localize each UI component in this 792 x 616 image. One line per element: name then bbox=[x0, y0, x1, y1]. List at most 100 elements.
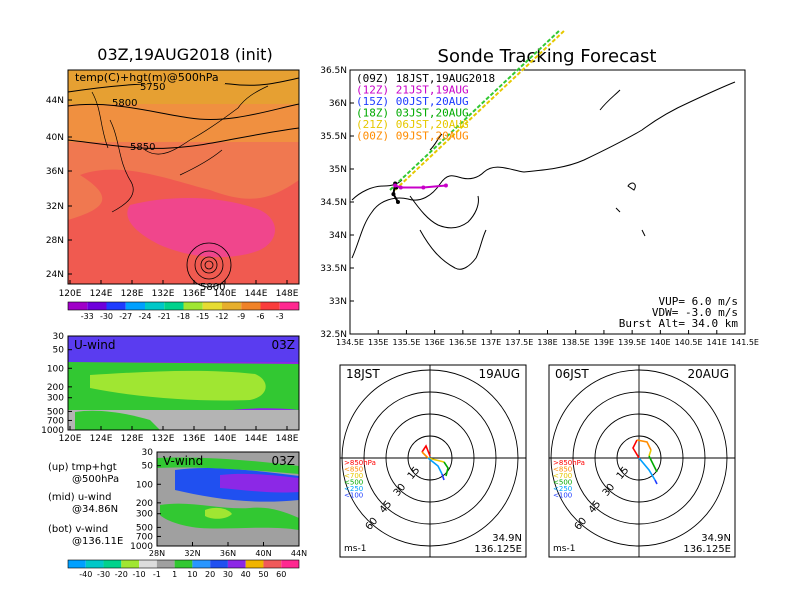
hodograph-level-label: >850hPa bbox=[553, 459, 585, 467]
sonde-track-point bbox=[443, 183, 448, 188]
lon-tick-label: 148E bbox=[276, 289, 299, 299]
temp-map: temp(C)+hgt(m)@500hPa 5750 5800 5850 580… bbox=[67, 69, 300, 293]
sonde-track-point bbox=[421, 185, 426, 190]
hodograph-trace bbox=[636, 439, 652, 451]
colorbar-swatch bbox=[68, 560, 86, 568]
forecast-track-line bbox=[394, 29, 566, 191]
sonde-track bbox=[394, 184, 447, 189]
colorbar-tick-label: -21 bbox=[158, 312, 171, 321]
v-wind-green-top bbox=[157, 457, 299, 474]
legend-entry: (15Z) 00JST,20AUG bbox=[356, 95, 469, 108]
typhoon-contour-2 bbox=[194, 250, 224, 280]
sonde-tracks bbox=[391, 181, 448, 204]
colorbar-tick-label: -9 bbox=[237, 312, 245, 321]
v-wind-purple bbox=[220, 473, 299, 493]
colorbar-swatch bbox=[260, 302, 280, 310]
hodograph-lon: 136.125E bbox=[683, 544, 731, 555]
temp-map-lon-axis: 120E 124E 128E 132E 136E 140E 144E 148E bbox=[59, 280, 299, 299]
sonde-map bbox=[349, 29, 746, 335]
lon-tick-label: 140E bbox=[650, 338, 670, 347]
pressure-tick-label: 500 bbox=[47, 407, 64, 417]
pressure-tick-label: 100 bbox=[47, 364, 64, 374]
pressure-tick-label: 30 bbox=[53, 332, 65, 342]
colorbar-swatch bbox=[103, 560, 122, 568]
lat-tick-label: 34.5N bbox=[320, 198, 347, 208]
lon-tick-label: 138.5E bbox=[562, 338, 590, 347]
hodograph-level-label: <100 bbox=[344, 492, 363, 500]
hodograph-time: 18JST bbox=[346, 367, 380, 381]
panel-note: @34.86N bbox=[72, 504, 118, 515]
sonde-track-point bbox=[395, 200, 400, 204]
hodograph-level-label: <100 bbox=[553, 492, 572, 500]
sonde-track-point bbox=[398, 185, 403, 190]
legend-entry: (21Z) 06JST,20AUG bbox=[356, 118, 469, 131]
colorbar-tick-label: -18 bbox=[177, 312, 190, 321]
colorbar-swatch bbox=[183, 302, 203, 310]
sonde-map-frame bbox=[349, 69, 746, 335]
hodograph-trace bbox=[421, 451, 429, 459]
lon-tick-label: 136E bbox=[183, 434, 206, 444]
hodograph-unit: ms-1 bbox=[553, 544, 575, 554]
hodograph-date: 20AUG bbox=[687, 367, 729, 381]
colorbar-swatch bbox=[125, 302, 145, 310]
map-title: 03Z,19AUG2018 (init) bbox=[97, 45, 272, 64]
colorbar-tick-label: 30 bbox=[223, 570, 233, 579]
lat-tick-label: 36N bbox=[220, 549, 236, 558]
vdw-readout: VDW= -3.0 m/s bbox=[652, 306, 738, 319]
colorbar-tick-label: -20 bbox=[115, 570, 128, 579]
colorbar-swatch bbox=[174, 560, 193, 568]
colorbar-swatch bbox=[192, 560, 211, 568]
lat-tick-label: 35N bbox=[329, 165, 347, 175]
map-label-box bbox=[73, 71, 225, 84]
lon-tick-label: 140.5E bbox=[675, 338, 703, 347]
colorbar-tick-label: -6 bbox=[257, 312, 265, 321]
lon-tick-label: 132E bbox=[152, 289, 175, 299]
colorbar-swatch bbox=[210, 560, 228, 568]
height-contour-5800 bbox=[67, 103, 300, 120]
colorbar-swatch bbox=[241, 302, 261, 310]
contour-label: 5750 bbox=[140, 82, 165, 93]
lat-tick-label: 32N bbox=[46, 202, 64, 212]
colorbar-swatch bbox=[156, 560, 175, 568]
v-wind-lat-axis: 28N 32N 36N 40N 44N bbox=[149, 542, 307, 558]
hodograph-time: 06JST bbox=[555, 367, 589, 381]
pressure-tick-label: 50 bbox=[53, 346, 65, 356]
lon-tick-label: 137.5E bbox=[505, 338, 533, 347]
hodograph-level-label: <700 bbox=[344, 472, 363, 480]
lon-tick-label: 132E bbox=[152, 434, 175, 444]
forecast-track-line bbox=[389, 29, 561, 191]
hodograph-level-label: <250 bbox=[344, 485, 363, 493]
colorbar-frame bbox=[67, 301, 300, 311]
sonde-track-point bbox=[393, 183, 398, 188]
lat-tick-label: 34N bbox=[329, 231, 347, 241]
pressure-tick-label: 200 bbox=[136, 499, 153, 509]
lon-tick-label: 148E bbox=[276, 434, 299, 444]
lon-tick-label: 139.5E bbox=[618, 338, 646, 347]
lon-tick-label: 137E bbox=[481, 338, 501, 347]
colorbar-tick-label: -24 bbox=[138, 312, 151, 321]
colorbar-tick-label: 50 bbox=[258, 570, 268, 579]
hodograph-level-label: <850 bbox=[553, 466, 572, 474]
colorbar-swatch bbox=[245, 560, 264, 568]
lat-tick-label: 35.5N bbox=[320, 132, 347, 142]
sonde-coastline bbox=[351, 81, 736, 270]
panel-note: @136.11E bbox=[72, 536, 123, 547]
colorbar-swatch bbox=[164, 302, 184, 310]
u-wind-band-light bbox=[90, 370, 266, 401]
u-wind-label: U-wind bbox=[74, 338, 115, 352]
v-wind-green-low bbox=[160, 503, 299, 530]
colorbar-swatch bbox=[202, 302, 222, 310]
temp-map-frame bbox=[67, 69, 300, 285]
colorbar-swatch bbox=[145, 302, 165, 310]
lon-tick-label: 135.5E bbox=[392, 338, 420, 347]
hodograph-level-label: <250 bbox=[553, 485, 572, 493]
lon-tick-label: 141.5E bbox=[731, 338, 759, 347]
hodograph-trace bbox=[648, 455, 658, 473]
colorbar-tick-label: -1 bbox=[153, 570, 161, 579]
hodograph-lat: 34.9N bbox=[492, 533, 522, 544]
colorbar-tick-label: -10 bbox=[133, 570, 146, 579]
pressure-tick-label: 300 bbox=[136, 510, 153, 520]
